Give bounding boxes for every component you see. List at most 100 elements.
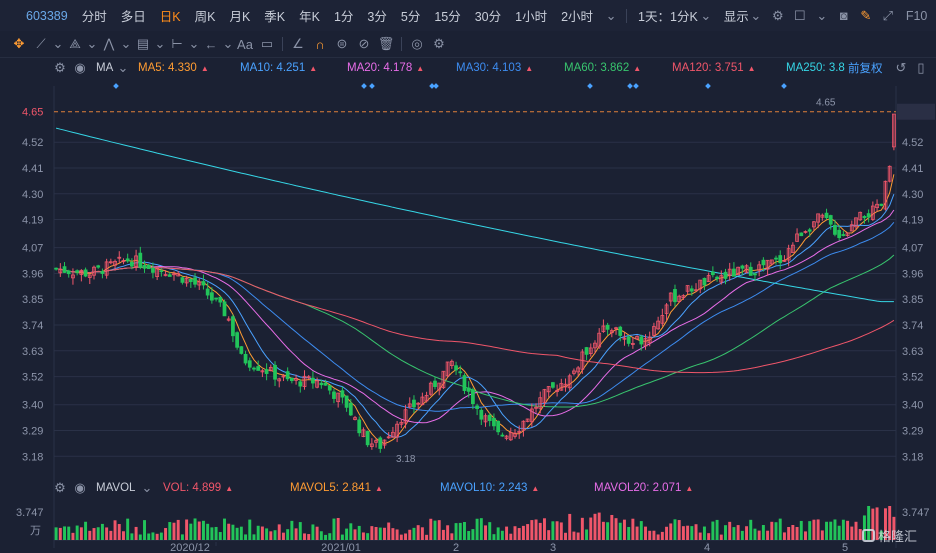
volume-bar xyxy=(854,521,858,540)
volume-bar xyxy=(837,525,841,540)
settings-icon[interactable]: ⚙ xyxy=(771,7,784,23)
candle-body xyxy=(761,259,766,266)
volume-bar xyxy=(294,528,298,540)
candle-body xyxy=(104,261,109,276)
candle-body xyxy=(677,295,682,302)
candle-body xyxy=(264,369,269,374)
volume-bar xyxy=(627,526,631,540)
volume-bar xyxy=(479,518,483,540)
tab-fenshi[interactable]: 分时 xyxy=(81,10,107,24)
chevron-down-icon[interactable]: ⌄ xyxy=(222,36,234,51)
candle-body xyxy=(765,259,770,270)
sidebar-icon[interactable]: ▯ xyxy=(917,60,925,75)
tab-quarterly-k[interactable]: 季K xyxy=(264,10,286,24)
undo-icon[interactable]: ↺ xyxy=(895,60,907,75)
volume-bar xyxy=(766,530,770,540)
period-select[interactable]: 1天：1分K xyxy=(638,10,698,24)
candle-body xyxy=(437,382,442,391)
tab-duori[interactable]: 多日 xyxy=(120,10,146,24)
chevron-down-icon[interactable]: ⌄ xyxy=(154,36,166,51)
chevron-down-icon[interactable]: ⌄ xyxy=(117,60,129,75)
volume-bar xyxy=(551,521,555,540)
tab-yearly-k[interactable]: 年K xyxy=(299,10,320,24)
chevron-down-icon[interactable]: ⌄ xyxy=(700,7,712,23)
candle-body xyxy=(260,370,265,373)
arrow-tool-icon[interactable]: ← xyxy=(204,36,218,52)
range-tool-icon[interactable]: ⊢ xyxy=(171,36,183,51)
candle-body xyxy=(479,409,484,420)
fib-tool-icon[interactable]: ▤ xyxy=(136,36,150,51)
move-icon[interactable]: ✥ xyxy=(13,36,25,51)
tab-15min[interactable]: 15分 xyxy=(434,10,461,24)
tab-2hour[interactable]: 2小时 xyxy=(561,10,594,24)
volume-bar xyxy=(505,526,509,540)
vol-value: VOL: 4.899 ▲ xyxy=(163,482,234,494)
text-tool-icon[interactable]: Aa xyxy=(237,36,253,52)
chevron-down-icon[interactable]: ⌄ xyxy=(120,36,132,51)
eye-icon[interactable]: ◉ xyxy=(74,60,86,75)
tab-daily-k[interactable]: 日K xyxy=(159,10,181,24)
volume-bar xyxy=(534,519,538,540)
fullscreen-icon[interactable]: ⤢ xyxy=(882,7,894,23)
candle-body xyxy=(117,256,122,259)
tab-weekly-k[interactable]: 周K xyxy=(194,10,216,24)
note-tool-icon[interactable]: ▭ xyxy=(260,36,274,51)
candle-body xyxy=(205,288,210,296)
moving-average-lines xyxy=(55,127,895,445)
tab-1min[interactable]: 1分 xyxy=(333,10,354,24)
settings-icon[interactable]: ⚙ xyxy=(54,60,66,75)
wave-tool-icon[interactable]: ⋀ xyxy=(103,36,115,51)
camera-icon[interactable]: ◙ xyxy=(839,8,848,23)
settings-icon[interactable]: ⚙ xyxy=(54,480,66,495)
tab-3min[interactable]: 3分 xyxy=(367,10,387,24)
candle-body xyxy=(849,224,854,232)
volume-bar xyxy=(374,526,378,540)
candle-body xyxy=(302,375,307,387)
candle-body xyxy=(820,214,825,218)
f10-button[interactable]: F10 xyxy=(905,8,928,23)
chevron-down-icon[interactable]: ⌄ xyxy=(816,7,828,23)
fuquan-button[interactable]: 前复权 xyxy=(848,63,883,75)
candle-body xyxy=(727,268,732,276)
tab-5min[interactable]: 5分 xyxy=(400,10,421,24)
pencil-icon[interactable]: ✎ xyxy=(860,7,872,23)
volume-bar xyxy=(324,534,328,540)
candle-body xyxy=(378,437,383,449)
chevron-down-icon[interactable]: ⌄ xyxy=(188,36,200,51)
volume-bar xyxy=(711,521,715,540)
chevron-down-icon[interactable]: ⌄ xyxy=(750,7,762,23)
ruler-icon[interactable]: ∠ xyxy=(292,36,304,51)
square-icon[interactable]: ☐ xyxy=(793,7,806,23)
volume-indicator-name[interactable]: MAVOL xyxy=(96,482,136,494)
magnet-icon[interactable]: ∩ xyxy=(315,36,325,52)
delete-icon[interactable]: 🗑 xyxy=(377,36,395,51)
candle-body xyxy=(702,277,707,286)
ma-indicator-name[interactable]: MA xyxy=(96,62,114,74)
volume-bar xyxy=(458,522,462,540)
tab-1hour[interactable]: 1小时 xyxy=(515,10,548,24)
line-tool-icon[interactable]: ⟋ xyxy=(36,36,46,51)
lock-icon[interactable]: ⊜ xyxy=(336,36,348,51)
candle-body xyxy=(323,382,328,386)
chevron-down-icon[interactable]: ⌄ xyxy=(52,36,64,51)
volume-bar xyxy=(75,525,79,540)
volume-bar xyxy=(757,530,761,540)
candle-body xyxy=(538,397,543,409)
tab-30min[interactable]: 30分 xyxy=(474,10,502,24)
candle-body xyxy=(841,234,846,236)
tab-monthly-k[interactable]: 月K xyxy=(229,10,251,24)
volume-bar xyxy=(825,521,829,540)
volume-unit-label: 万 xyxy=(30,525,41,537)
chevron-down-icon[interactable]: ⌄ xyxy=(86,36,98,51)
settings-icon[interactable]: ⚙ xyxy=(433,36,445,51)
display-menu[interactable]: 显示 xyxy=(723,10,749,24)
chevron-down-icon[interactable]: ⌄ xyxy=(141,480,153,495)
show-icon[interactable]: ◎ xyxy=(411,36,423,51)
hide-icon[interactable]: ⊘ xyxy=(358,36,370,51)
channel-tool-icon[interactable]: ⟁ xyxy=(69,36,81,51)
eye-icon[interactable]: ◉ xyxy=(74,480,86,495)
candle-body xyxy=(681,295,686,299)
chevron-down-icon[interactable]: ⌄ xyxy=(605,7,617,23)
y-tick-label-left: 3.63 xyxy=(22,346,43,358)
